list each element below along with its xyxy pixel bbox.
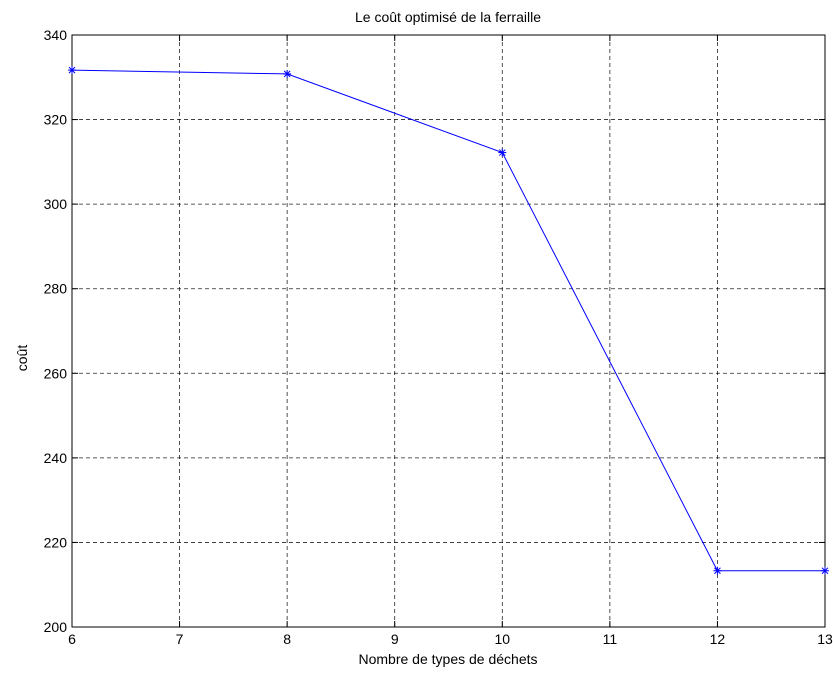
x-tick-label: 10	[494, 631, 510, 647]
marker-stroke	[283, 70, 291, 78]
marker-stroke	[821, 567, 829, 575]
data-point	[283, 69, 292, 78]
x-axis-label: Nombre de types de déchets	[359, 651, 538, 667]
y-tick-label: 220	[44, 534, 68, 550]
data-point	[498, 148, 507, 157]
x-tick-label: 8	[283, 631, 291, 647]
data-point	[68, 66, 76, 75]
x-ticks: 6 7 8 9 10 11 12 13	[68, 35, 833, 647]
y-tick-label: 260	[44, 365, 68, 381]
y-tick-label: 240	[44, 450, 68, 466]
x-tick-label: 7	[176, 631, 184, 647]
y-tick-label: 280	[44, 281, 68, 297]
series-layer	[68, 66, 829, 575]
y-tick-label: 200	[44, 619, 68, 635]
y-tick-label: 340	[44, 27, 68, 43]
x-tick-label: 12	[710, 631, 726, 647]
data-point	[821, 566, 829, 575]
marker-stroke	[498, 149, 506, 156]
marker-stroke	[68, 66, 76, 74]
y-ticks: 200 220 240 260 280 300 320 340	[44, 27, 825, 635]
y-tick-label: 300	[44, 196, 68, 212]
x-tick-label: 13	[817, 631, 833, 647]
marker-stroke	[714, 567, 721, 575]
x-tick-label: 6	[68, 631, 76, 647]
y-tick-label: 320	[44, 112, 68, 128]
grid	[72, 35, 825, 627]
x-tick-label: 11	[603, 631, 618, 647]
series-line	[71, 69, 825, 572]
x-tick-label: 9	[391, 631, 399, 647]
data-point	[713, 566, 722, 575]
y-axis-label: coût	[14, 345, 30, 372]
plot-frame	[71, 34, 826, 628]
chart-title: Le coût optimisé de la ferraille	[355, 9, 541, 25]
